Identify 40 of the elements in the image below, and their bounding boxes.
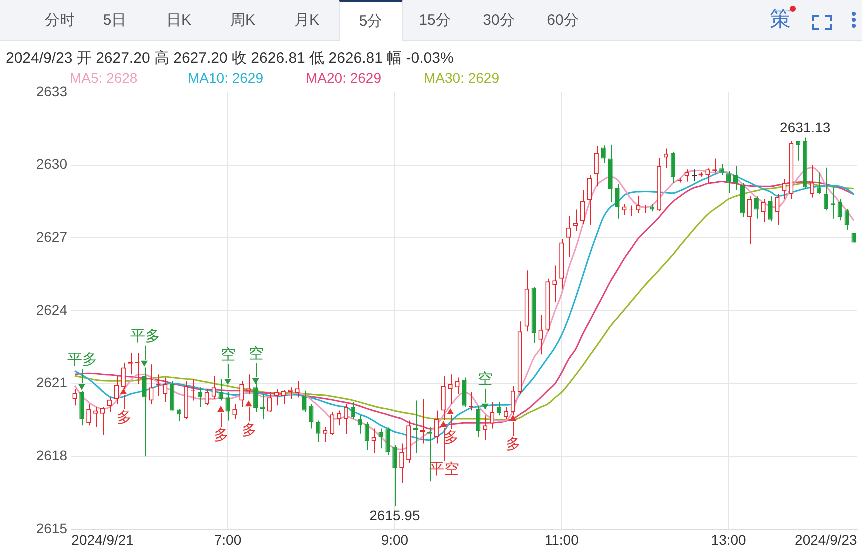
annotation: 2631.13	[780, 120, 831, 136]
data-label: 多	[506, 436, 521, 454]
data-label: 空	[249, 346, 264, 363]
text: 日K	[166, 10, 192, 30]
text: MA20: 2629	[306, 70, 382, 86]
x-tick-label: 11:00	[544, 532, 580, 548]
x-tick-label: 2024/9/21	[72, 532, 134, 548]
data-label: 多	[214, 427, 229, 444]
y-tick-label: 2627	[36, 228, 68, 245]
data-label: 平多	[68, 351, 98, 368]
x-tick-label: 13:00	[711, 532, 747, 548]
text: 30分	[483, 10, 515, 30]
text: MA5: 2628	[70, 70, 138, 86]
text: 15分	[419, 10, 451, 30]
y-tick-label: 2618	[36, 448, 68, 464]
y-tick-label: 2633	[36, 83, 68, 100]
y-tick-label: 2615	[36, 520, 68, 536]
chart-subtitle: 2024/9/23 开 2627.20 高 2627.20 收 2626.81 低 2626.81 幅 -0.03%	[6, 50, 454, 68]
x-tick-label: 2024/9/23	[795, 532, 858, 548]
data-label: 多	[444, 430, 459, 447]
y-tick-label: 2630	[36, 156, 68, 172]
text: MA10: 2629	[188, 70, 264, 86]
y-tick-label: 2621	[36, 374, 68, 391]
annotation: 2615.95	[370, 507, 420, 524]
data-label: 空	[478, 371, 493, 388]
y-tick-label: 2624	[36, 302, 68, 318]
text: 5分	[359, 12, 383, 31]
text: 周K	[230, 10, 256, 30]
x-tick-label: 9:00	[381, 532, 409, 548]
text: 5日	[103, 10, 127, 30]
data-label: 平多	[130, 328, 160, 346]
text: 60分	[547, 10, 579, 30]
data-label: 空	[221, 346, 236, 364]
text: 策	[770, 7, 791, 33]
text: 月K	[294, 10, 320, 30]
text: MA30: 2629	[424, 70, 500, 86]
text: 分时	[45, 10, 75, 30]
data-label: 多	[242, 422, 257, 439]
data-label: 多	[117, 410, 132, 427]
x-tick-label: 7:00	[214, 532, 242, 548]
